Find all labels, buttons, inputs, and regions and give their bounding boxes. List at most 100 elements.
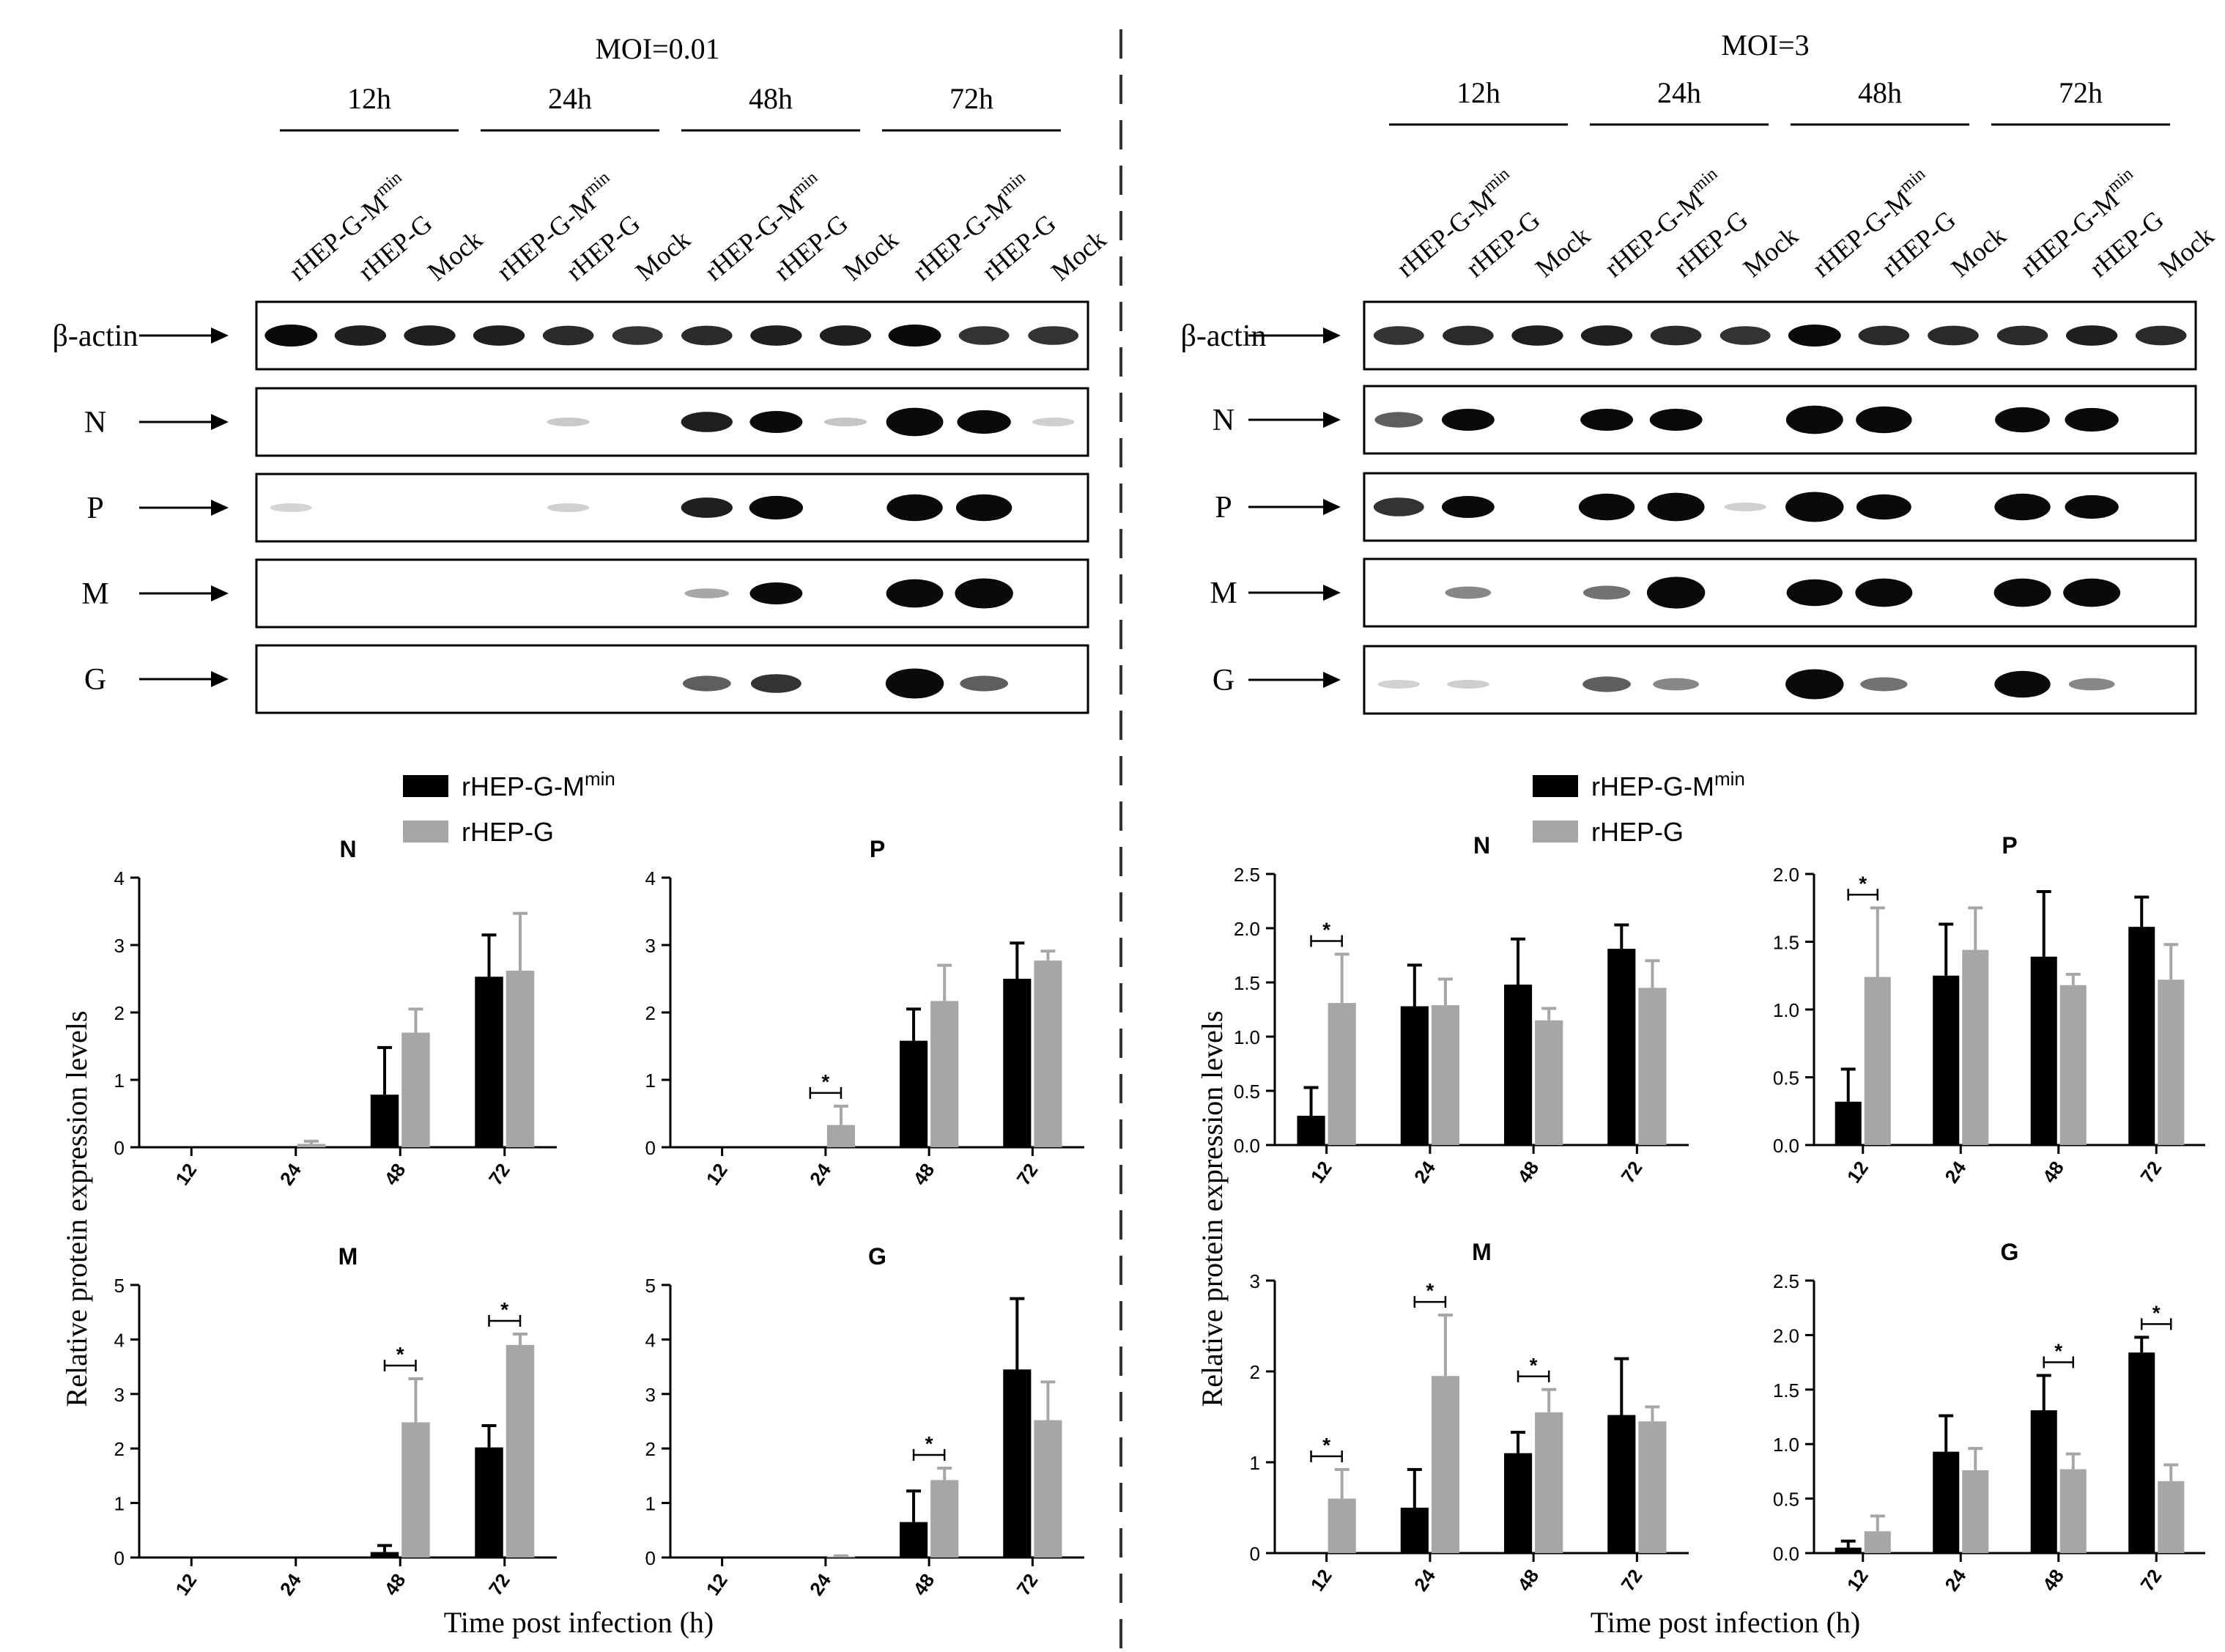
blot-frame (1363, 385, 2197, 455)
y-tick-label: 1.0 (1773, 999, 1799, 1021)
blot-band (1028, 326, 1079, 345)
blot-band (1719, 326, 1771, 345)
significance-star: * (2152, 1301, 2161, 1324)
time-label: 24h (1657, 76, 1701, 109)
blot-band (681, 325, 733, 346)
lane-label: rHEP-G-Mmin (905, 168, 1037, 286)
blot-band (1447, 680, 1489, 689)
bar-rhep-g (1962, 949, 1989, 1145)
legend-text: rHEP-G-M (1591, 771, 1714, 801)
blot-row-m: M (1210, 558, 2197, 628)
blot-frame (255, 473, 1089, 543)
blot-band (542, 325, 594, 346)
blot-band (1856, 494, 1911, 520)
x-tick-label: 12 (1843, 1565, 1873, 1595)
bar-rhep-g-mmin (1400, 1508, 1429, 1553)
blot-band (547, 418, 590, 426)
y-tick-label: 2 (645, 1438, 656, 1460)
chart-title: G (2001, 1239, 2019, 1265)
bar-rhep-g (401, 1422, 430, 1557)
y-tick-label: 0.0 (1773, 1135, 1799, 1157)
blot-label: β-actin (53, 319, 138, 353)
y-tick-label: 0.0 (1234, 1135, 1260, 1157)
x-axis-title-right: Time post infection (h) (1591, 1606, 1861, 1639)
x-tick-label: 24 (1410, 1565, 1440, 1595)
bar-rhep-g-mmin (1607, 1415, 1636, 1553)
blot-band (1443, 325, 1494, 346)
bar-rhep-g (2059, 1469, 2087, 1553)
legend-swatch-rhep-g-mmin (1533, 775, 1578, 797)
y-tick-label: 2 (645, 1002, 656, 1024)
blot-row-n: N (1213, 385, 2197, 455)
blot-row-beta-actin: β-actin (53, 300, 1089, 371)
bar-rhep-g (1638, 1421, 1667, 1553)
blot-frame (1363, 558, 2197, 628)
blot-band (957, 410, 1011, 434)
legend-label-rhep-g: rHEP-G (462, 817, 554, 847)
y-tick-label: 2.5 (1234, 864, 1260, 886)
bar-rhep-g-mmin (1003, 979, 1032, 1147)
blot-label: M (81, 577, 108, 611)
blot-row-m: M (81, 558, 1089, 629)
y-tick-label: 5 (645, 1275, 656, 1297)
x-tick-label: 24 (805, 1569, 835, 1599)
bar-rhep-g (2158, 979, 2185, 1145)
y-tick-label: 0.5 (1773, 1489, 1799, 1511)
y-tick-label: 3 (645, 935, 656, 957)
bar-rhep-g (930, 1480, 959, 1557)
y-tick-label: 1 (1250, 1452, 1260, 1474)
blot-band (473, 325, 525, 346)
blot-band (1788, 325, 1841, 347)
blot-band (1578, 493, 1635, 521)
chart-title: P (2002, 832, 2017, 859)
blot-band (1582, 585, 1631, 600)
blot-row-beta-actin: β-actin (1181, 300, 2197, 371)
y-tick-label: 2.0 (1773, 1325, 1799, 1347)
bar-rhep-g (297, 1144, 326, 1147)
x-tick-label: 72 (2136, 1565, 2166, 1595)
blot-label: P (86, 492, 103, 525)
lane-label: rHEP-G-Mmin (697, 168, 830, 286)
y-tick-label: 1.0 (1234, 1026, 1260, 1048)
arrow-head-icon (1323, 585, 1341, 601)
blot-band (1785, 669, 1844, 700)
blot-label: N (1213, 404, 1234, 437)
blot-band (1653, 678, 1700, 691)
blot-band (749, 411, 803, 433)
arrow-head-icon (211, 585, 229, 601)
blot-band (1032, 418, 1075, 426)
blot-frame (255, 387, 1089, 457)
x-tick-label: 72 (484, 1569, 514, 1599)
blot-label: G (1213, 664, 1234, 697)
bar-rhep-g (1034, 1420, 1062, 1557)
blot-band (2065, 407, 2119, 432)
bar-rhep-g (930, 1001, 959, 1147)
blot-band (264, 325, 318, 347)
bar-rhep-g (1535, 1412, 1563, 1553)
x-tick-label: 12 (1306, 1565, 1336, 1595)
moi-label: MOI=3 (1721, 29, 1809, 62)
blot-band (681, 497, 733, 518)
significance-star: * (821, 1070, 829, 1093)
blot-band (1374, 412, 1424, 428)
blot-band (750, 674, 801, 693)
significance-star: * (1426, 1279, 1434, 1302)
blot-band (1647, 492, 1705, 522)
arrow-head-icon (1323, 327, 1341, 344)
bar-rhep-g (506, 970, 535, 1147)
blot-band (334, 325, 387, 346)
time-label: 48h (749, 82, 793, 115)
blot-frame (1363, 472, 2197, 542)
legend-label-rhep-g: rHEP-G (1591, 817, 1684, 847)
legend: rHEP-G-Mmin rHEP-G (1533, 768, 1745, 847)
blot-band (1996, 325, 2048, 346)
bar-rhep-g-mmin (2128, 1352, 2155, 1553)
significance-star: * (1322, 1434, 1330, 1456)
chart-n-moi-3: N 0.0 0.5 1.0 1.5 2.0 2.5 12 24 48 72 * (1234, 832, 1689, 1187)
blot-band (2135, 325, 2187, 346)
lane-label: rHEP-G-Mmin (281, 168, 414, 286)
